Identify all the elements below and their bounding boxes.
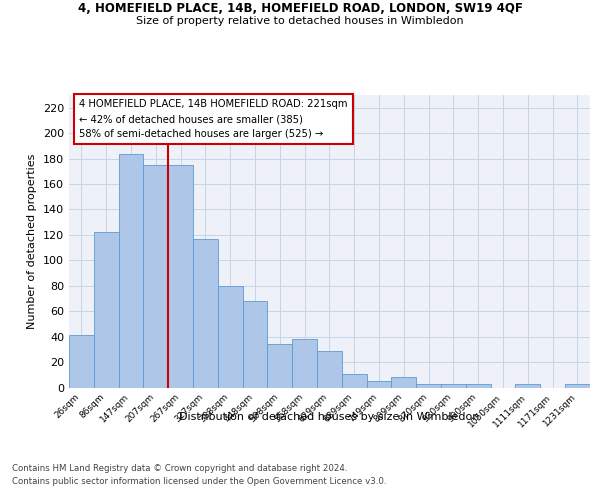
Bar (119, 154, 143, 388)
Bar (218, 286, 242, 388)
Text: Distribution of detached houses by size in Wimbledon: Distribution of detached houses by size … (179, 412, 479, 422)
Text: 4, HOMEFIELD PLACE, 14B, HOMEFIELD ROAD, LONDON, SW19 4QF: 4, HOMEFIELD PLACE, 14B, HOMEFIELD ROAD,… (77, 2, 523, 16)
Bar (416, 384, 441, 388)
Text: 4 HOMEFIELD PLACE, 14B HOMEFIELD ROAD: 221sqm
← 42% of detached houses are small: 4 HOMEFIELD PLACE, 14B HOMEFIELD ROAD: 2… (79, 100, 348, 139)
Bar (94, 232, 119, 388)
Bar (367, 381, 391, 388)
Bar (143, 165, 168, 388)
Bar (515, 384, 540, 388)
Bar (565, 384, 590, 388)
Bar (466, 384, 491, 388)
Bar (242, 301, 268, 388)
Bar (268, 344, 292, 388)
Bar (317, 350, 342, 388)
Bar (292, 339, 317, 388)
Text: Contains HM Land Registry data © Crown copyright and database right 2024.: Contains HM Land Registry data © Crown c… (12, 464, 347, 473)
Bar (391, 378, 416, 388)
Y-axis label: Number of detached properties: Number of detached properties (28, 154, 37, 329)
Bar (69, 336, 94, 388)
Bar (441, 384, 466, 388)
Bar (168, 165, 193, 388)
Text: Contains public sector information licensed under the Open Government Licence v3: Contains public sector information licen… (12, 478, 386, 486)
Bar (193, 238, 218, 388)
Bar (342, 374, 367, 388)
Text: Size of property relative to detached houses in Wimbledon: Size of property relative to detached ho… (136, 16, 464, 26)
